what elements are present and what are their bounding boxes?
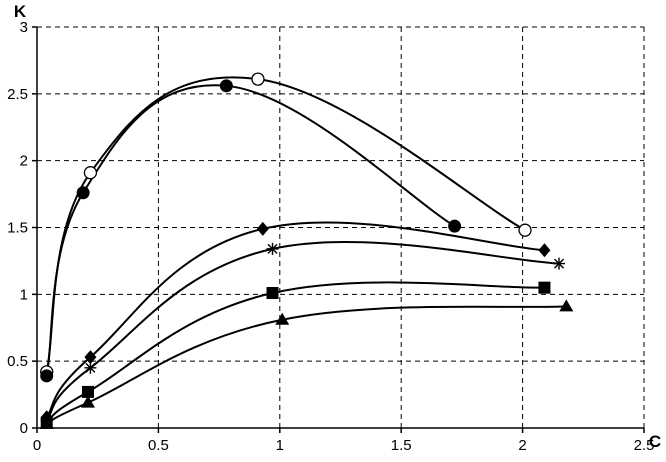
series-5-line bbox=[46, 281, 545, 424]
series-3-point-3 bbox=[256, 221, 269, 236]
series-curves bbox=[45, 76, 567, 425]
series-3-point-2 bbox=[84, 350, 97, 365]
series-3-line bbox=[45, 221, 545, 418]
x-axis-label: C bbox=[649, 432, 661, 451]
series-6-point-2 bbox=[80, 395, 95, 408]
y-tick-label-5: 2.5 bbox=[7, 86, 28, 103]
y-tick-label-3: 1.5 bbox=[7, 220, 28, 237]
series-2-line bbox=[45, 84, 456, 377]
x-tick-label-5: 2.5 bbox=[634, 437, 655, 454]
x-tick-label-1: 0.5 bbox=[148, 437, 169, 454]
grid bbox=[37, 26, 645, 428]
series-5-point-4 bbox=[538, 281, 551, 294]
tick-labels: 0 0.5 1 1.5 2 2.5 3 0 0.5 1 1.5 2 2.5 bbox=[7, 19, 654, 454]
series-1-point-3 bbox=[251, 72, 265, 86]
y-tick-label-1: 0.5 bbox=[7, 353, 28, 370]
x-tick-label-3: 1.5 bbox=[391, 437, 412, 454]
axes bbox=[32, 26, 645, 433]
x-tick-label-2: 1 bbox=[276, 437, 284, 454]
y-tick-label-6: 3 bbox=[20, 19, 28, 36]
x-tick-label-0: 0 bbox=[33, 437, 41, 454]
series-4-point-4 bbox=[553, 257, 566, 270]
series-6-line bbox=[46, 305, 567, 425]
series-4-line bbox=[45, 240, 560, 421]
y-tick-label-2: 1 bbox=[20, 286, 28, 303]
series-2-point-2 bbox=[76, 186, 90, 200]
series-1-point-2 bbox=[83, 166, 98, 180]
y-axis-label: K bbox=[14, 2, 27, 21]
series-2-point-1 bbox=[40, 369, 54, 383]
series-6-point-1 bbox=[39, 416, 54, 429]
series-3-point-4 bbox=[538, 243, 551, 258]
y-tick-label-0: 0 bbox=[20, 420, 28, 437]
series-2-point-3 bbox=[219, 79, 233, 93]
series-4-point-2 bbox=[84, 361, 97, 374]
series-markers bbox=[39, 72, 574, 429]
series-1-point-4 bbox=[518, 223, 532, 237]
series-5-point-3 bbox=[266, 286, 279, 299]
series-6-point-4 bbox=[559, 299, 574, 312]
series-4-point-3 bbox=[266, 242, 279, 255]
x-tick-label-4: 2 bbox=[518, 437, 526, 454]
series-5-point-2 bbox=[81, 385, 94, 398]
series-6-point-3 bbox=[275, 312, 290, 325]
y-tick-label-4: 2 bbox=[20, 153, 28, 170]
series-2-point-4 bbox=[448, 219, 462, 233]
